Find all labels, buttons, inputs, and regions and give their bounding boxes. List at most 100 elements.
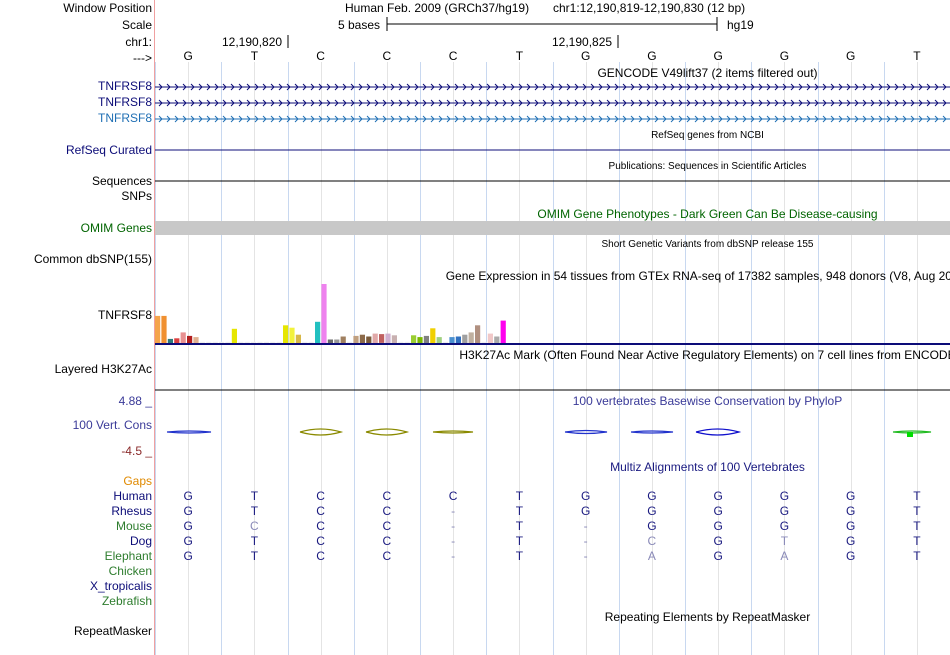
alignment-base: G: [845, 549, 856, 563]
gtex-bar: [219, 341, 225, 343]
gtex-bar: [193, 337, 199, 343]
sequence-base: G: [647, 49, 657, 63]
phylop-max-label: 4.88 _: [118, 394, 152, 408]
gtex-bar: [321, 284, 327, 343]
phylop-score-segment: [365, 428, 410, 436]
repeatmasker-label[interactable]: RepeatMasker: [73, 624, 152, 638]
alignment-base: G: [779, 519, 790, 533]
gtex-bar: [161, 315, 167, 343]
gtex-bar: [359, 334, 365, 343]
species-label: Human: [113, 489, 152, 503]
alignment-base: T: [250, 534, 259, 548]
phylop-score-segment: [892, 430, 932, 434]
gtex-bar: [244, 341, 250, 343]
species-label: Elephant: [104, 549, 152, 563]
chr-label: chr1:: [125, 35, 152, 49]
gtex-bar: [283, 325, 289, 343]
alignment-base: A: [647, 549, 656, 563]
dbsnp-label[interactable]: Common dbSNP(155): [33, 252, 152, 266]
gtex-bar: [347, 341, 353, 343]
label-divider: [154, 0, 155, 655]
gtex-bar: [353, 335, 359, 343]
coord-1: 12,190,820: [222, 35, 283, 49]
gencode-label-3[interactable]: TNFRSF8: [98, 111, 152, 125]
alignment-base: -: [451, 549, 456, 563]
alignment-base: A: [780, 549, 789, 563]
gtex-bar: [436, 337, 442, 343]
gtex-bar: [302, 341, 308, 343]
scale-text: 5 bases: [338, 18, 381, 32]
gtex-bar: [398, 341, 404, 343]
gtex-bar: [449, 337, 455, 343]
gencode-label-2[interactable]: TNFRSF8: [98, 95, 152, 109]
gtex-bar: [289, 327, 295, 343]
sequence-base: C: [448, 49, 458, 63]
alignment-base: G: [647, 489, 657, 503]
sequence-base: G: [580, 49, 591, 63]
gtex-bar: [206, 341, 212, 343]
repeatmasker-title: Repeating Elements by RepeatMasker: [604, 610, 811, 624]
scale-label: Scale: [121, 18, 152, 32]
alignment-base: C: [382, 504, 392, 518]
gtex-bar: [475, 325, 481, 343]
alignment-base: G: [647, 519, 657, 533]
gtex-bar: [276, 341, 282, 343]
alignment-base: T: [913, 489, 921, 503]
window-position-label: Window Position: [63, 1, 152, 15]
gtex-bar: [366, 336, 372, 343]
alignment-base: G: [580, 504, 591, 518]
gtex-bar: [411, 335, 417, 343]
alignment-base: G: [713, 534, 723, 548]
phylop-mark: [907, 432, 913, 437]
snps-label[interactable]: SNPs: [121, 189, 152, 203]
gtex-bar: [251, 341, 257, 343]
gtex-bar: [423, 335, 429, 343]
sequence-base: T: [913, 49, 921, 63]
species-label: Dog: [129, 534, 152, 548]
h3k27ac-label[interactable]: Layered H3K27Ac: [54, 362, 152, 376]
gtex-bar: [443, 341, 449, 343]
strand-label: --->: [133, 51, 152, 65]
gtex-bar: [385, 333, 391, 343]
gencode-chevrons: [158, 83, 947, 91]
track-image[interactable]: [155, 0, 950, 655]
gtex-bar: [334, 339, 340, 343]
alignment-base: -: [583, 534, 588, 548]
gtex-bar: [155, 315, 161, 343]
gtex-bar: [167, 338, 173, 343]
gtex-bar: [212, 341, 218, 343]
alignment-base: G: [580, 489, 591, 503]
alignment-base: T: [780, 534, 789, 548]
publications-title: Publications: Sequences in Scientific Ar…: [608, 161, 807, 172]
gtex-title: Gene Expression in 54 tissues from GTEx …: [445, 269, 950, 283]
gtex-bar: [391, 335, 397, 343]
alignment-base: G: [183, 549, 193, 563]
alignment-base: G: [845, 504, 856, 518]
gtex-bar: [379, 334, 385, 343]
gencode-label-1[interactable]: TNFRSF8: [98, 79, 152, 93]
alignment-base: C: [647, 534, 657, 548]
alignment-base: T: [913, 519, 921, 533]
sequence-base: T: [250, 49, 259, 63]
species-label: Zebrafish: [101, 594, 152, 608]
sequence-base: C: [382, 49, 392, 63]
gtex-bar: [180, 332, 186, 343]
alignment-base: T: [250, 549, 259, 563]
phylop-score-segment: [166, 430, 212, 434]
range-text: chr1:12,190,819-12,190,830 (12 bp): [553, 1, 746, 15]
gtex-bar: [430, 328, 436, 344]
publications-label[interactable]: Sequences: [91, 174, 152, 188]
gtex-label[interactable]: TNFRSF8: [98, 308, 152, 322]
alignment-base: G: [713, 489, 723, 503]
dbsnp-title: Short Genetic Variants from dbSNP releas…: [601, 239, 814, 250]
gtex-bar: [174, 338, 180, 343]
alignment-base: T: [515, 534, 524, 548]
alignment-base: C: [382, 489, 392, 503]
phylop-label[interactable]: 100 Vert. Cons: [72, 418, 152, 432]
multiz-title: Multiz Alignments of 100 Vertebrates: [610, 460, 805, 474]
gtex-bar: [404, 341, 410, 343]
omim-label[interactable]: OMIM Genes: [80, 221, 152, 235]
refseq-label[interactable]: RefSeq Curated: [65, 143, 152, 157]
sequence-base: C: [316, 49, 325, 63]
gtex-bar: [327, 339, 333, 343]
